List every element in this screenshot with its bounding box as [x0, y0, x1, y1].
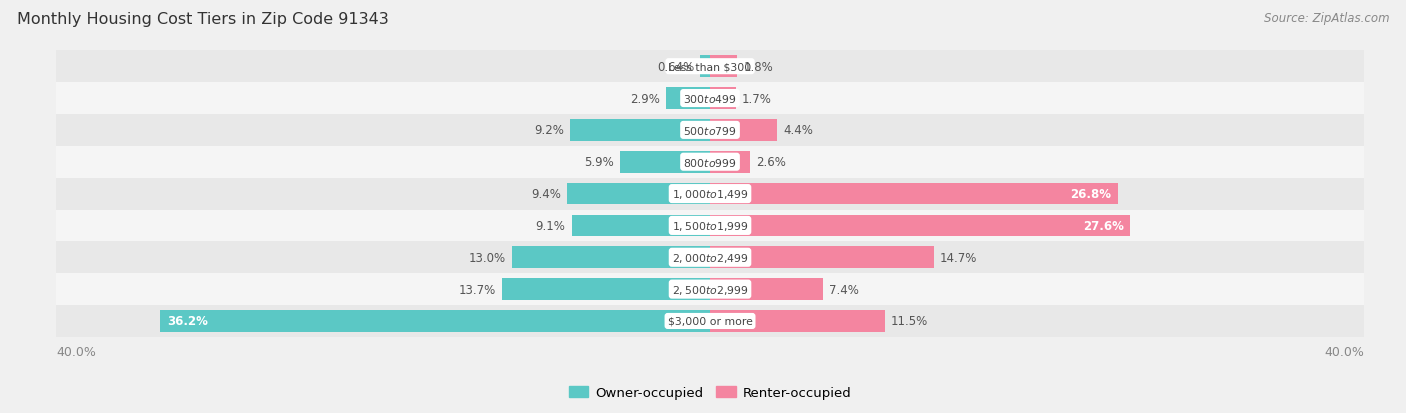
Text: 7.4%: 7.4%	[828, 283, 859, 296]
Text: 5.9%: 5.9%	[585, 156, 614, 169]
Bar	[56, 273, 1364, 305]
Text: 9.2%: 9.2%	[534, 124, 564, 137]
Text: 0.64%: 0.64%	[657, 61, 695, 74]
Bar	[502, 279, 710, 300]
Bar	[710, 152, 749, 173]
Text: $2,500 to $2,999: $2,500 to $2,999	[672, 283, 748, 296]
Text: 2.6%: 2.6%	[755, 156, 786, 169]
Text: 2.9%: 2.9%	[630, 93, 659, 105]
Bar	[710, 120, 778, 141]
Text: 1.7%: 1.7%	[742, 93, 772, 105]
Bar	[620, 152, 710, 173]
Bar	[710, 183, 1118, 205]
Text: $800 to $999: $800 to $999	[683, 157, 737, 169]
Text: $3,000 or more: $3,000 or more	[668, 316, 752, 326]
Bar	[710, 56, 737, 78]
Bar	[56, 147, 1364, 178]
Text: $300 to $499: $300 to $499	[683, 93, 737, 105]
Bar	[160, 311, 710, 332]
Bar	[710, 247, 934, 268]
Bar	[56, 83, 1364, 115]
Bar	[710, 88, 735, 109]
Text: $1,000 to $1,499: $1,000 to $1,499	[672, 188, 748, 201]
Bar	[56, 305, 1364, 337]
Text: 13.7%: 13.7%	[458, 283, 496, 296]
Bar	[512, 247, 710, 268]
Bar	[56, 51, 1364, 83]
Bar	[571, 120, 710, 141]
Bar	[56, 115, 1364, 147]
Bar	[567, 183, 710, 205]
Text: Less than $300: Less than $300	[668, 62, 752, 72]
Text: 14.7%: 14.7%	[939, 251, 977, 264]
Text: 40.0%: 40.0%	[1324, 345, 1364, 358]
Bar	[710, 215, 1129, 237]
Text: 11.5%: 11.5%	[891, 315, 928, 328]
Text: 4.4%: 4.4%	[783, 124, 813, 137]
Text: 9.1%: 9.1%	[536, 219, 565, 233]
Text: 36.2%: 36.2%	[167, 315, 208, 328]
Text: Monthly Housing Cost Tiers in Zip Code 91343: Monthly Housing Cost Tiers in Zip Code 9…	[17, 12, 388, 27]
Text: $2,000 to $2,499: $2,000 to $2,499	[672, 251, 748, 264]
Bar	[572, 215, 710, 237]
Text: Source: ZipAtlas.com: Source: ZipAtlas.com	[1264, 12, 1389, 25]
Text: 1.8%: 1.8%	[744, 61, 773, 74]
Text: 9.4%: 9.4%	[531, 188, 561, 201]
Bar	[56, 178, 1364, 210]
Bar	[710, 279, 823, 300]
Text: $500 to $799: $500 to $799	[683, 125, 737, 137]
Bar	[700, 56, 710, 78]
Bar	[56, 242, 1364, 273]
Text: 26.8%: 26.8%	[1070, 188, 1111, 201]
Text: 27.6%: 27.6%	[1083, 219, 1123, 233]
Text: $1,500 to $1,999: $1,500 to $1,999	[672, 219, 748, 233]
Legend: Owner-occupied, Renter-occupied: Owner-occupied, Renter-occupied	[564, 381, 856, 404]
Bar	[56, 210, 1364, 242]
Text: 13.0%: 13.0%	[470, 251, 506, 264]
Text: 40.0%: 40.0%	[56, 345, 96, 358]
Bar	[710, 311, 884, 332]
Bar	[666, 88, 710, 109]
